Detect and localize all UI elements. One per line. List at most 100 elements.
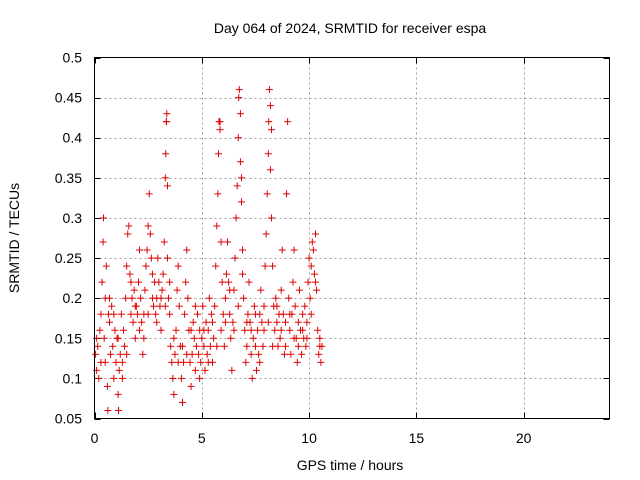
x-tick-label: 5	[198, 430, 206, 446]
data-point	[214, 190, 222, 198]
data-point	[111, 326, 119, 334]
data-point	[163, 254, 171, 262]
data-point	[131, 334, 139, 342]
data-point	[123, 262, 131, 270]
data-point	[241, 326, 249, 334]
data-point	[206, 342, 214, 350]
data-point	[194, 310, 201, 318]
data-point	[312, 230, 320, 238]
data-point	[134, 278, 142, 286]
data-point	[299, 326, 307, 334]
data-point	[286, 310, 294, 318]
data-point	[235, 86, 243, 94]
data-point	[181, 310, 189, 318]
data-point	[112, 358, 120, 366]
data-point	[141, 286, 149, 294]
data-point	[303, 334, 311, 342]
data-point	[116, 350, 124, 358]
data-point	[150, 302, 158, 310]
data-point	[106, 294, 114, 302]
data-point	[145, 190, 153, 198]
data-point	[219, 310, 227, 318]
data-point	[212, 262, 220, 270]
data-point	[161, 174, 169, 182]
data-point	[162, 150, 170, 158]
data-point	[174, 358, 182, 366]
data-point	[277, 326, 285, 334]
data-point	[290, 334, 298, 342]
data-point	[227, 334, 235, 342]
data-point	[187, 326, 195, 334]
data-point	[290, 246, 298, 254]
data-point	[287, 350, 295, 358]
data-point	[217, 238, 225, 246]
data-point	[234, 134, 242, 142]
data-point	[104, 406, 112, 414]
data-point	[108, 302, 116, 310]
data-point	[220, 342, 228, 350]
y-tick-labels: 0.05 0.1 0.15 0.2 0.25 0.3 0.35 0.4 0.45 0.5	[55, 50, 82, 427]
y-tick-label: 0.5	[63, 50, 83, 66]
data-point	[240, 294, 248, 302]
data-point	[143, 246, 151, 254]
data-point	[114, 390, 122, 398]
data-point	[126, 270, 134, 278]
y-tick-label: 0.1	[63, 370, 83, 386]
data-point	[236, 158, 244, 166]
chart-title: Day 064 of 2024, SRMTID for receiver esp…	[214, 20, 487, 36]
data-point	[102, 262, 110, 270]
y-tick-label: 0.05	[55, 411, 82, 427]
y-tick-label: 0.25	[55, 250, 82, 266]
data-point	[161, 302, 169, 310]
data-point	[139, 350, 147, 358]
data-point	[232, 214, 240, 222]
data-point	[230, 326, 238, 334]
data-point	[313, 286, 321, 294]
data-point	[178, 398, 186, 406]
data-point	[115, 366, 123, 374]
data-point	[127, 310, 135, 318]
data-point	[166, 310, 174, 318]
data-point	[110, 374, 118, 382]
data-point	[279, 310, 287, 318]
data-point	[182, 278, 190, 286]
data-point	[281, 318, 289, 326]
data-point	[199, 302, 207, 310]
data-point	[200, 342, 208, 350]
data-point	[152, 310, 160, 318]
data-point	[119, 326, 127, 334]
data-point	[207, 310, 215, 318]
data-point	[250, 302, 258, 310]
y-tick-label: 0.4	[63, 130, 83, 146]
data-point	[314, 326, 322, 334]
data-point	[96, 326, 104, 334]
data-point	[172, 326, 180, 334]
data-point	[192, 342, 200, 350]
data-point	[307, 262, 315, 270]
x-tick-label: 0	[91, 430, 99, 446]
data-point	[235, 94, 243, 102]
data-point	[107, 350, 115, 358]
data-point	[127, 278, 135, 286]
data-point	[210, 334, 218, 342]
data-point	[157, 326, 165, 334]
data-point	[259, 342, 267, 350]
data-point	[177, 374, 185, 382]
data-point	[173, 286, 181, 294]
data-point	[198, 334, 206, 342]
data-point	[147, 254, 155, 262]
data-point	[284, 118, 292, 126]
data-point	[291, 302, 299, 310]
data-point	[237, 198, 245, 206]
data-point	[221, 318, 229, 326]
data-point	[178, 342, 186, 350]
data-point	[254, 326, 262, 334]
data-point	[186, 358, 194, 366]
data-point	[268, 214, 276, 222]
x-tick-label: 15	[409, 430, 425, 446]
data-point	[262, 230, 270, 238]
data-point	[191, 366, 199, 374]
data-point	[239, 246, 247, 254]
data-point	[146, 230, 154, 238]
